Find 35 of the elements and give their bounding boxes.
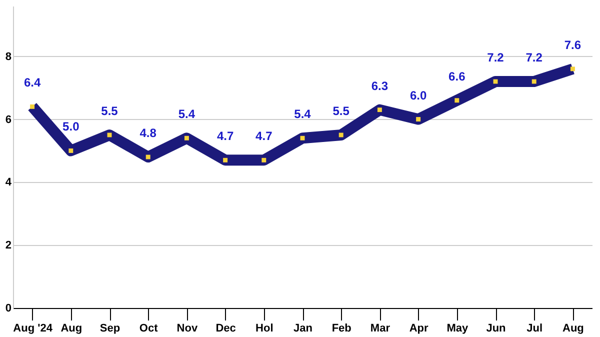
x-tick-label: Jun — [486, 322, 506, 334]
data-label: 6.3 — [371, 78, 388, 93]
data-label: 4.7 — [216, 129, 234, 144]
x-tick-label: May — [446, 322, 469, 334]
data-label: 5.4 — [294, 107, 312, 122]
data-label: 5.4 — [178, 107, 196, 122]
x-tick-label: Aug '24 — [13, 322, 54, 334]
data-label: 7.2 — [487, 50, 504, 64]
y-tick-label: 4 — [5, 176, 12, 189]
x-tick-label: Nov — [176, 322, 198, 334]
x-tick-label: Sep — [100, 322, 120, 334]
y-tick-label: 2 — [5, 240, 12, 252]
data-label: 7.2 — [526, 50, 543, 64]
x-tick-label: Oct — [139, 322, 158, 334]
data-label: 6.0 — [410, 88, 427, 102]
x-tick-label: Feb — [332, 322, 352, 334]
y-tick-label: 0 — [5, 302, 12, 314]
x-tick-label: Aug — [60, 322, 82, 334]
data-label: 5.5 — [332, 104, 350, 118]
x-tick-label: Dec — [216, 322, 236, 334]
data-label: 6.6 — [448, 69, 466, 84]
x-tick-label: Apr — [409, 322, 429, 334]
data-label: 6.4 — [24, 76, 41, 90]
x-tick-label: Jul — [526, 322, 543, 334]
data-label: 4.7 — [256, 129, 273, 144]
data-label: 7.6 — [564, 38, 582, 52]
x-tick-label: Jan — [294, 322, 313, 334]
x-tick-label: Mar — [370, 322, 391, 334]
x-tick-label: Hol — [256, 322, 274, 334]
y-tick-label: 6 — [5, 114, 12, 126]
y-tick-label: 8 — [5, 50, 12, 63]
data-label: 5.0 — [62, 120, 80, 134]
data-label: 5.5 — [101, 104, 118, 118]
x-tick-label: Aug — [562, 322, 584, 334]
data-label: 4.8 — [140, 126, 157, 140]
